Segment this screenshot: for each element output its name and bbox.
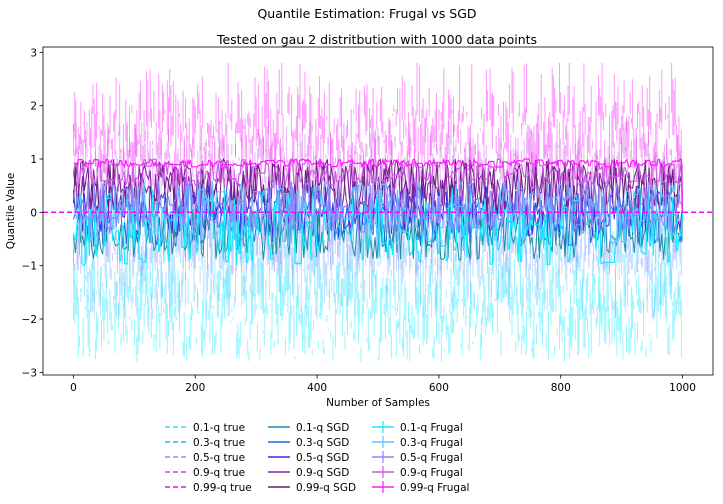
legend-label: 0.5-q Frugal	[400, 452, 463, 464]
chart-legend: 0.1-q true 0.3-q true 0.5-q true 0.9-q true…	[165, 421, 469, 494]
legend-label: 0.99-q true	[193, 482, 252, 494]
y-tick-label: −3	[22, 367, 37, 379]
y-tick-label: 0	[30, 207, 37, 219]
frugal-errorbars-0	[73, 244, 682, 362]
legend-label: 0.99-q SGD	[296, 482, 356, 494]
x-tick-label: 600	[429, 382, 449, 394]
y-tick-label: −1	[22, 261, 37, 273]
y-axis-label: Quantile Value	[5, 173, 17, 250]
legend-label: 0.9-q SGD	[296, 467, 349, 479]
legend-label: 0.1-q Frugal	[400, 422, 463, 434]
legend-label: 0.9-q true	[193, 467, 245, 479]
y-tick-label: −2	[22, 314, 37, 326]
x-tick-label: 800	[551, 382, 571, 394]
frugal-line-4	[73, 157, 684, 213]
plot-frame	[42, 46, 714, 376]
figure-suptitle: Quantile Estimation: Frugal vs SGD	[257, 6, 476, 21]
x-tick-label: 200	[185, 382, 205, 394]
x-tick-label: 1000	[669, 382, 696, 394]
legend-label: 0.3-q Frugal	[400, 437, 463, 449]
legend-label: 0.3-q SGD	[296, 437, 349, 449]
legend-label: 0.1-q true	[193, 422, 245, 434]
frugal-errorbars-4	[73, 63, 682, 186]
x-axis-label: Number of Samples	[326, 397, 430, 409]
legend-label: 0.99-q Frugal	[400, 482, 469, 494]
y-tick-label: 2	[30, 101, 37, 113]
y-axis: −3 −2 −1 0 1 2 3	[22, 47, 43, 379]
legend-label: 0.9-q Frugal	[400, 467, 463, 479]
legend-label: 0.5-q SGD	[296, 452, 349, 464]
x-tick-label: 0	[70, 382, 77, 394]
frugal-line-2	[73, 179, 684, 235]
y-tick-label: 3	[30, 47, 37, 59]
frugal-line-3	[72, 157, 684, 213]
legend-label: 0.5-q true	[193, 452, 245, 464]
x-axis: 0 200 400 600 800 1000	[70, 375, 696, 394]
legend-label: 0.1-q SGD	[296, 422, 349, 434]
legend-label: 0.3-q true	[193, 437, 245, 449]
plot-series-group	[43, 63, 713, 362]
x-tick-label: 400	[307, 382, 327, 394]
y-tick-label: 1	[30, 154, 37, 166]
chart-title: Tested on gau 2 distritbution with 1000 …	[216, 32, 537, 47]
